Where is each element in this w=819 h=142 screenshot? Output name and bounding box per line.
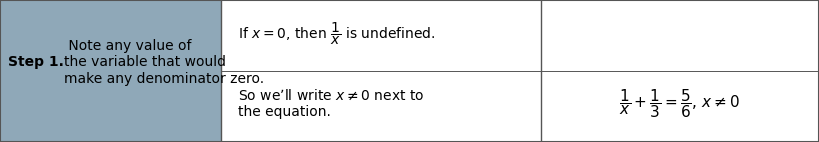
Text: If $x = 0$, then $\dfrac{1}{x}$ is undefined.: If $x = 0$, then $\dfrac{1}{x}$ is undef… [238,21,435,47]
Text: $\dfrac{1}{x}+\dfrac{1}{3}=\dfrac{5}{6}$, $x\neq 0$: $\dfrac{1}{x}+\dfrac{1}{3}=\dfrac{5}{6}$… [619,87,740,120]
Bar [541,0,819,142]
Text: So we’ll write $x \neq 0$ next to
the equation.: So we’ll write $x \neq 0$ next to the eq… [238,88,424,119]
Bar [221,0,541,142]
Bar [0,0,221,142]
Text: Step 1.: Step 1. [8,56,64,69]
Text: Note any value of
the variable that would
make any denominator zero.: Note any value of the variable that woul… [64,39,264,86]
